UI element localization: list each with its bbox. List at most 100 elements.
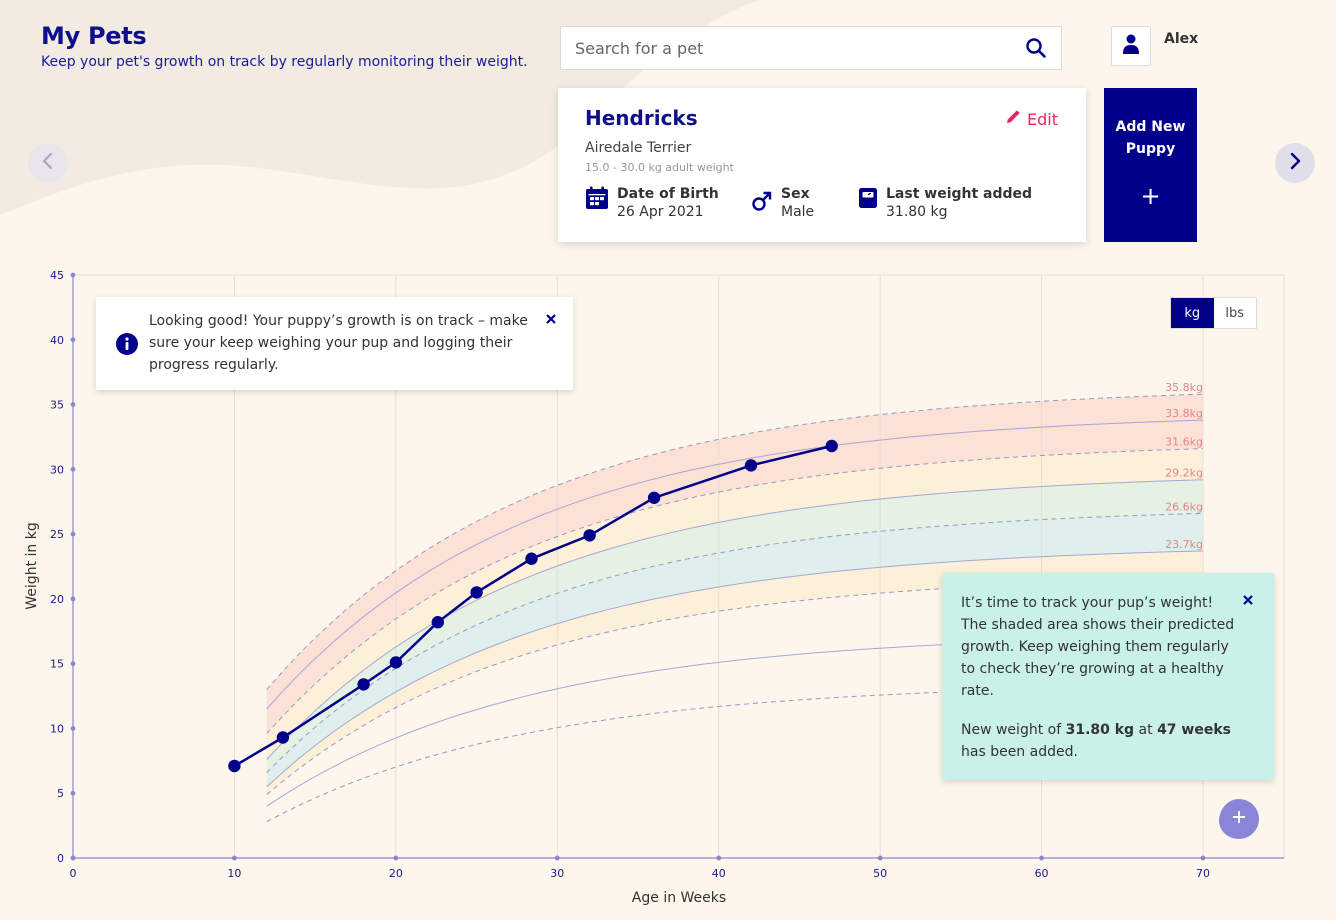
x-tick-label: 50: [873, 867, 887, 880]
y-tick: [70, 726, 76, 731]
last-weight-label: Last weight added: [886, 186, 1033, 202]
info-icon: [116, 333, 138, 359]
y-tick-label: 45: [50, 269, 64, 282]
x-axis-label: Age in Weeks: [632, 890, 726, 906]
x-tick: [393, 855, 399, 861]
edit-label: Edit: [1027, 109, 1058, 129]
add-new-puppy-button[interactable]: Add New Puppy +: [1104, 88, 1197, 242]
chevron-right-icon: [1288, 151, 1302, 175]
unit-toggle: kg lbs: [1170, 297, 1257, 329]
y-tick: [70, 402, 76, 407]
prev-pet-button[interactable]: [28, 143, 68, 183]
growth-band: [266, 448, 1203, 760]
y-tick: [70, 661, 76, 667]
pencil-icon: [1005, 109, 1021, 129]
weight-added-message: New weight of 31.80 kg at 47 weeks has be…: [961, 719, 1251, 763]
edit-button[interactable]: Edit: [1005, 109, 1058, 129]
x-tick: [877, 855, 883, 861]
added-prefix: New weight of: [961, 722, 1066, 738]
x-tick: [70, 855, 76, 861]
x-tick-label: 30: [550, 867, 564, 880]
growth-band: [266, 420, 1203, 734]
unit-lbs-button[interactable]: lbs: [1225, 305, 1245, 321]
weight-point: [228, 759, 241, 773]
close-icon[interactable]: [1242, 591, 1254, 610]
page-header: My Pets Keep your pet's growth on track …: [41, 22, 528, 70]
growth-bands: [266, 394, 1203, 795]
growth-band: [266, 479, 1203, 773]
added-suffix: has been added.: [961, 744, 1078, 760]
y-tick: [70, 466, 76, 472]
track-weight-tip: It’s time to track your pup’s weight! Th…: [942, 573, 1274, 780]
growth-chart: 0 5 10 15 20 25 30 35 40 45 0 10 20 30 40 50 60 70 35.8kg…: [24, 269, 1285, 906]
x-tick-label: 60: [1035, 867, 1049, 880]
tip-good-text: Looking good! Your puppy’s growth is on …: [149, 313, 528, 373]
growth-curve: [266, 512, 1204, 773]
sex-value: Male: [781, 204, 815, 220]
weight-point: [431, 616, 444, 629]
male-icon: [751, 190, 773, 216]
percentile-label: 31.6kg: [1165, 436, 1203, 449]
added-age: 47 weeks: [1157, 722, 1231, 738]
percentile-label: 23.7kg: [1165, 538, 1203, 551]
chart-axes: 0 5 10 15 20 25 30 35 40 45 0 10 20 30 40 50 60 70: [50, 269, 1284, 880]
y-tick: [70, 272, 76, 278]
scale-icon: [858, 186, 878, 214]
growth-curve: [266, 550, 1204, 788]
y-tick-label: 20: [50, 593, 64, 606]
percentile-label: 26.6kg: [1165, 500, 1203, 513]
weight-point: [825, 439, 838, 453]
added-weight: 31.80 kg: [1065, 722, 1135, 738]
pet-breed: Airedale Terrier: [585, 140, 692, 156]
sex-info: Sex Male: [751, 186, 814, 220]
weight-point: [389, 656, 403, 669]
plus-icon: +: [1140, 182, 1161, 210]
date-of-birth-info: Date of Birth 26 Apr 2021: [585, 186, 719, 220]
last-weight-info: Last weight added 31.80 kg: [858, 186, 1032, 220]
y-tick-label: 40: [50, 334, 64, 347]
weight-point: [470, 586, 483, 599]
x-tick: [232, 855, 237, 861]
pet-card: Hendricks Edit Airedale Terrier 15.0 - 3…: [558, 88, 1086, 242]
y-tick: [70, 337, 76, 343]
x-tick: [716, 855, 722, 861]
weight-series: [228, 439, 838, 773]
y-tick: [70, 790, 76, 796]
search-bar: [560, 26, 1062, 70]
page-title: My Pets: [41, 22, 147, 50]
add-puppy-label: Add New Puppy: [1104, 88, 1197, 160]
x-tick-label: 0: [70, 867, 77, 880]
add-weight-fab[interactable]: [1219, 799, 1259, 839]
growth-curve: [266, 419, 1204, 710]
add-puppy-label-line1: Add New: [1115, 119, 1186, 135]
x-tick-label: 10: [227, 867, 241, 880]
pet-adult-weight-range: 15.0 - 30.0 kg adult weight: [585, 161, 734, 174]
x-tick-label: 40: [712, 867, 726, 880]
search-icon[interactable]: [1011, 37, 1061, 59]
x-tick: [1039, 855, 1044, 861]
user-name[interactable]: Alex: [1164, 31, 1199, 47]
y-tick-label: 25: [50, 528, 64, 541]
close-icon[interactable]: [545, 310, 557, 329]
y-tick-label: 10: [50, 722, 64, 735]
calendar-icon: [585, 186, 609, 214]
y-tick-label: 15: [50, 658, 64, 671]
y-tick-label: 30: [50, 463, 64, 476]
unit-kg-button[interactable]: kg: [1171, 298, 1214, 328]
percentile-label: 33.8kg: [1165, 407, 1203, 420]
page-subtitle: Keep your pet's growth on track by regul…: [41, 54, 528, 70]
avatar[interactable]: [1111, 26, 1151, 66]
dob-value: 26 Apr 2021: [617, 204, 704, 220]
y-axis-label: Weight in kg: [24, 522, 40, 609]
percentile-label: 35.8kg: [1165, 381, 1203, 394]
weight-point: [583, 529, 596, 542]
next-pet-button[interactable]: [1275, 143, 1315, 183]
growth-band: [266, 394, 1203, 709]
plus-icon: [1231, 809, 1247, 829]
tip-track-text: It’s time to track your pup’s weight! Th…: [961, 595, 1235, 699]
y-tick-label: 5: [57, 787, 64, 800]
weight-point: [525, 552, 538, 565]
user-icon: [1122, 33, 1140, 59]
search-input[interactable]: [561, 27, 1011, 69]
dob-label: Date of Birth: [617, 186, 719, 202]
